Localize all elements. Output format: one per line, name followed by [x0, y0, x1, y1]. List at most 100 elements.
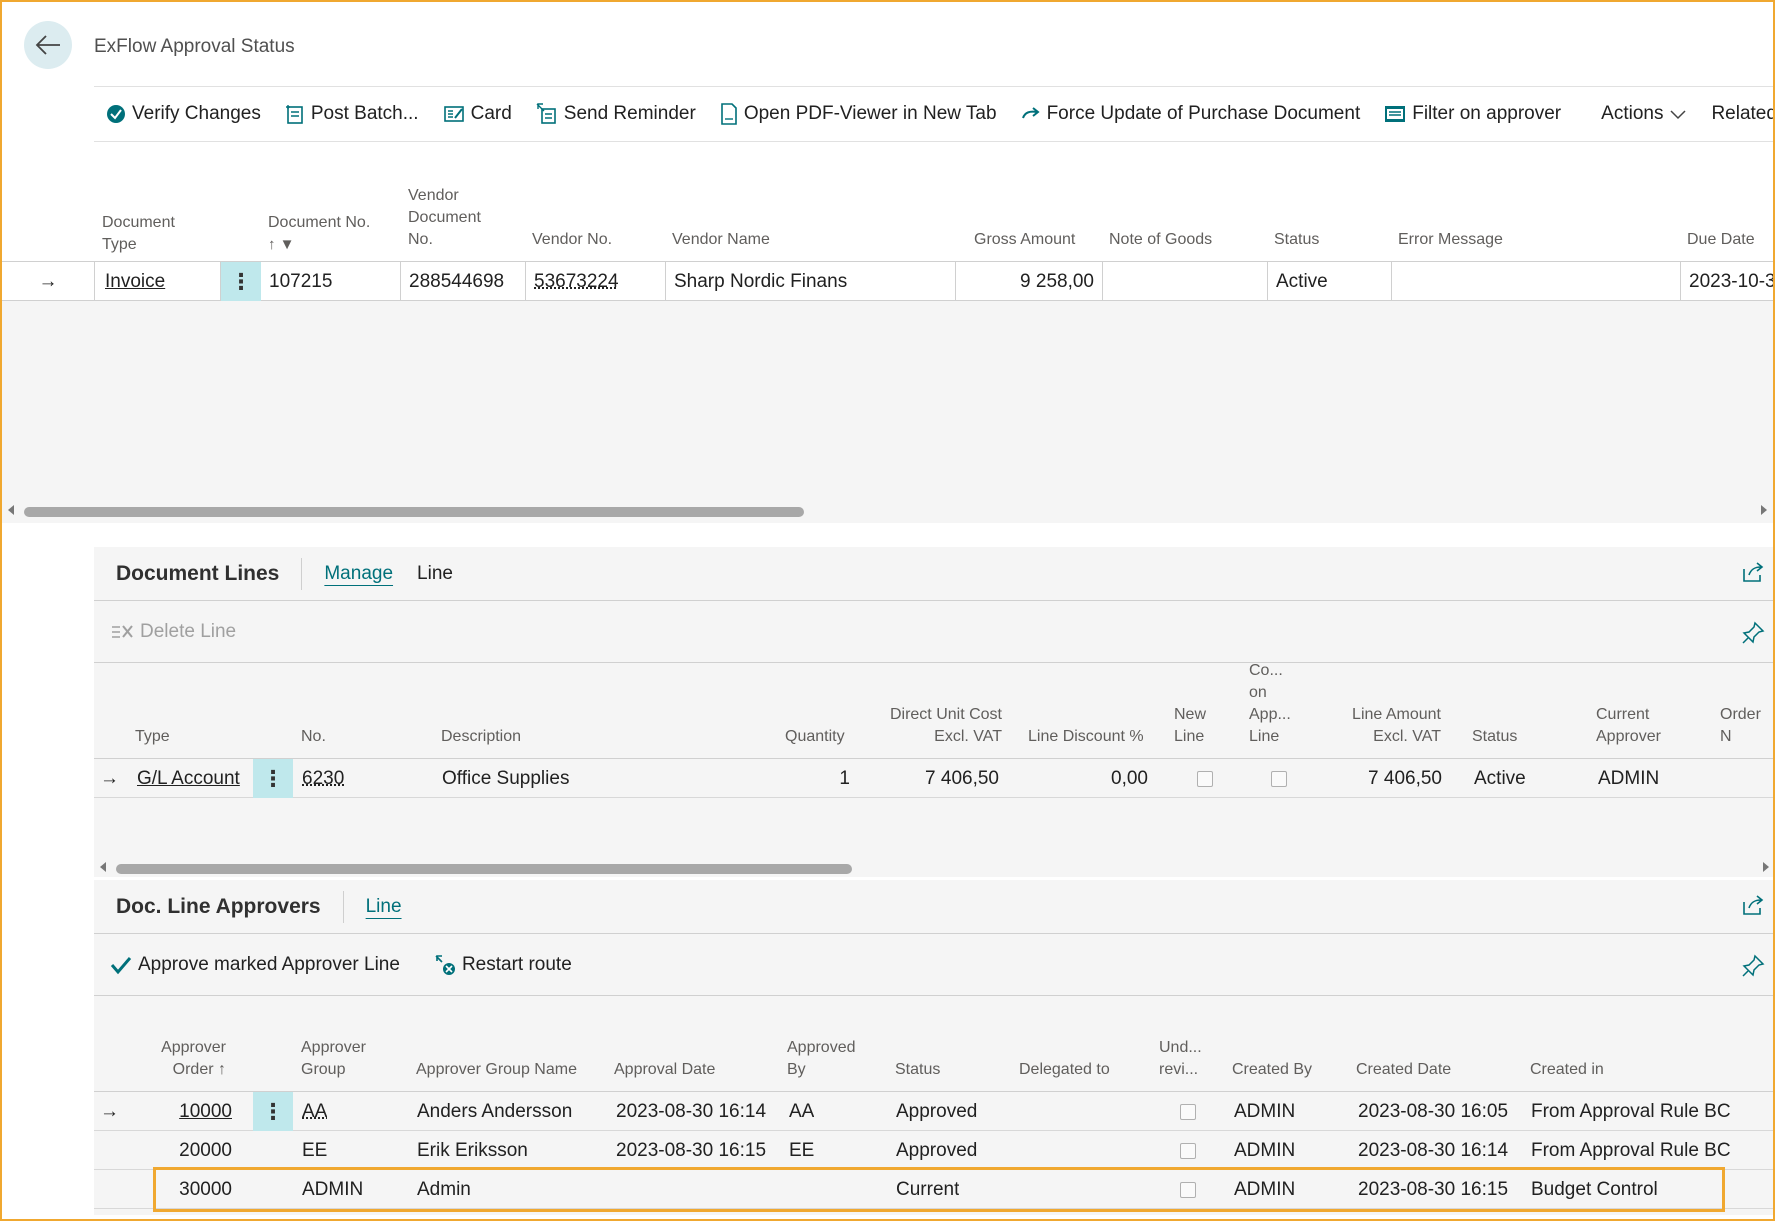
approve-marked-line-button[interactable]: Approve marked Approver Line [110, 954, 400, 976]
cell-approver-group-name[interactable]: Anders Andersson [417, 1101, 573, 1122]
col-direct-unit-cost[interactable]: Direct Unit Cost Excl. VAT [880, 704, 1002, 748]
share-icon[interactable] [1741, 561, 1765, 583]
restart-route-button[interactable]: Restart route [434, 954, 572, 976]
col-current-approver[interactable]: Current Approver [1596, 704, 1661, 748]
col-created-in[interactable]: Created in [1530, 1061, 1604, 1078]
cell-approver-group[interactable]: EE [302, 1140, 328, 1161]
cell-error-message[interactable] [1392, 262, 1681, 301]
col-approver-status[interactable]: Status [895, 1061, 941, 1078]
line-row-menu-button[interactable]: ⋮ [253, 759, 293, 798]
cell-created-in[interactable]: From Approval Rule BC [1531, 1140, 1731, 1161]
col-approver-group[interactable]: Approver Group [301, 1037, 366, 1081]
cell-gross-amount[interactable]: 9 258,00 [956, 262, 1103, 301]
cell-approved-by[interactable]: EE [789, 1140, 815, 1161]
col-gross-amount[interactable]: Gross Amount [974, 231, 1076, 248]
cell-approver-order[interactable]: 20000 [179, 1140, 232, 1161]
cell-approver-group-name[interactable]: Erik Eriksson [417, 1140, 528, 1161]
line-no-link[interactable]: 6230 [302, 768, 345, 789]
col-type[interactable]: Type [135, 728, 170, 745]
force-update-button[interactable]: Force Update of Purchase Document [1021, 103, 1360, 125]
cell-line-amount[interactable]: 7 406,50 [1368, 768, 1442, 789]
cell-document-type[interactable]: Invoice [95, 262, 221, 301]
lines-scroll-thumb[interactable] [116, 864, 852, 874]
col-approval-date[interactable]: Approval Date [614, 1061, 716, 1078]
cell-created-by[interactable]: ADMIN [1234, 1101, 1296, 1122]
line-type-link[interactable]: G/L Account [137, 768, 240, 789]
col-quantity[interactable]: Quantity [785, 728, 845, 745]
approver-row[interactable]: 30000 ADMIN Admin Current ADMIN 2023-08-… [94, 1170, 1775, 1209]
cell-approver-group-name[interactable]: Admin [417, 1179, 471, 1200]
col-due-date[interactable]: Due Date [1687, 231, 1755, 248]
col-under-review[interactable]: Und... revi... [1159, 1037, 1202, 1081]
row-menu-button[interactable]: ⋮ [221, 262, 261, 301]
cell-approver-status[interactable]: Approved [896, 1140, 978, 1161]
col-approved-by[interactable]: Approved By [787, 1037, 856, 1081]
under-review-checkbox[interactable] [1180, 1104, 1196, 1120]
cell-line-type[interactable]: G/L Account [137, 759, 240, 798]
col-document-no[interactable]: Document No. ↑ ▼ [268, 212, 370, 256]
cell-approver-order[interactable]: 30000 [179, 1179, 232, 1200]
col-approver-group-name[interactable]: Approver Group Name [416, 1061, 577, 1078]
cell-approved-by[interactable]: AA [789, 1101, 815, 1122]
co-on-app-line-checkbox[interactable] [1271, 771, 1287, 787]
tab-line[interactable]: Line [417, 562, 453, 584]
document-lines-scrollbar[interactable] [94, 860, 1775, 876]
cell-created-date[interactable]: 2023-08-30 16:05 [1358, 1101, 1509, 1122]
cell-note-of-goods[interactable] [1103, 262, 1268, 301]
document-line-row[interactable]: → G/L Account ⋮ 6230 Office Supplies 1 7… [94, 759, 1775, 798]
col-document-type[interactable]: Document Type [102, 212, 192, 256]
cell-line-no[interactable]: 6230 [302, 759, 344, 798]
approvers-pin-icon[interactable] [1741, 954, 1765, 978]
approver-row[interactable]: → 10000 ⋮ AA Anders Andersson 2023-08-30… [94, 1092, 1775, 1131]
send-reminder-button[interactable]: Send Reminder [536, 103, 696, 125]
open-pdf-viewer-button[interactable]: Open PDF-Viewer in New Tab [720, 103, 997, 125]
cell-approver-order[interactable]: 10000 [164, 1092, 232, 1131]
col-created-date[interactable]: Created Date [1356, 1061, 1452, 1078]
under-review-checkbox[interactable] [1180, 1182, 1196, 1198]
back-button[interactable] [24, 21, 72, 69]
cell-vendor-name[interactable]: Sharp Nordic Finans [666, 262, 956, 301]
cell-vendor-no[interactable]: 53673224 [526, 262, 666, 301]
col-vendor-document-no[interactable]: Vendor Document No. [408, 185, 488, 251]
col-co-on-app-line[interactable]: Co... on App... Line [1249, 660, 1291, 748]
cell-created-in[interactable]: Budget Control [1531, 1179, 1658, 1200]
col-status[interactable]: Status [1274, 231, 1320, 248]
under-review-checkbox[interactable] [1180, 1143, 1196, 1159]
col-line-discount[interactable]: Line Discount % [1028, 728, 1144, 745]
tab-approvers-line[interactable]: Line [365, 895, 402, 917]
col-delegated-to[interactable]: Delegated to [1019, 1061, 1110, 1078]
new-line-checkbox[interactable] [1197, 771, 1213, 787]
delete-line-button[interactable]: Delete Line [110, 621, 236, 643]
vendor-no-link[interactable]: 53673224 [534, 271, 619, 292]
post-batch-button[interactable]: Post Batch... [285, 103, 419, 125]
cell-status[interactable]: Active [1268, 262, 1392, 301]
pin-icon[interactable] [1741, 621, 1765, 645]
filter-on-approver-button[interactable]: Filter on approver [1384, 103, 1561, 125]
col-vendor-name[interactable]: Vendor Name [672, 231, 770, 248]
col-no[interactable]: No. [301, 728, 326, 745]
col-order-no[interactable]: Order N [1720, 706, 1761, 745]
approver-row-menu-button[interactable]: ⋮ [253, 1092, 293, 1131]
lines-scroll-left-icon[interactable] [100, 862, 106, 872]
col-line-status[interactable]: Status [1472, 728, 1518, 745]
cell-created-in[interactable]: From Approval Rule BC [1531, 1101, 1731, 1122]
cell-created-by[interactable]: ADMIN [1234, 1140, 1296, 1161]
cell-approver-status[interactable]: Current [896, 1179, 960, 1200]
main-grid-scrollbar[interactable] [2, 503, 1773, 519]
col-description[interactable]: Description [441, 728, 522, 745]
cell-approver-status[interactable]: Approved [896, 1101, 978, 1122]
related-menu-button[interactable]: Related [1711, 103, 1775, 125]
cell-approval-date[interactable]: 2023-08-30 16:14 [616, 1101, 767, 1122]
cell-approver-group[interactable]: AA [302, 1092, 327, 1131]
verify-changes-button[interactable]: Verify Changes [106, 103, 261, 125]
cell-line-quantity[interactable]: 1 [839, 768, 850, 789]
cell-created-by[interactable]: ADMIN [1234, 1179, 1296, 1200]
cell-document-no[interactable]: 107215 [261, 262, 401, 301]
document-type-link[interactable]: Invoice [105, 271, 166, 292]
cell-vendor-document-no[interactable]: 288544698 [401, 262, 526, 301]
cell-due-date[interactable]: 2023-10-3 [1689, 271, 1773, 292]
actions-menu-button[interactable]: Actions [1601, 103, 1687, 125]
cell-created-date[interactable]: 2023-08-30 16:14 [1358, 1140, 1509, 1161]
approver-order-link[interactable]: 10000 [179, 1101, 232, 1122]
cell-line-description[interactable]: Office Supplies [442, 768, 570, 789]
